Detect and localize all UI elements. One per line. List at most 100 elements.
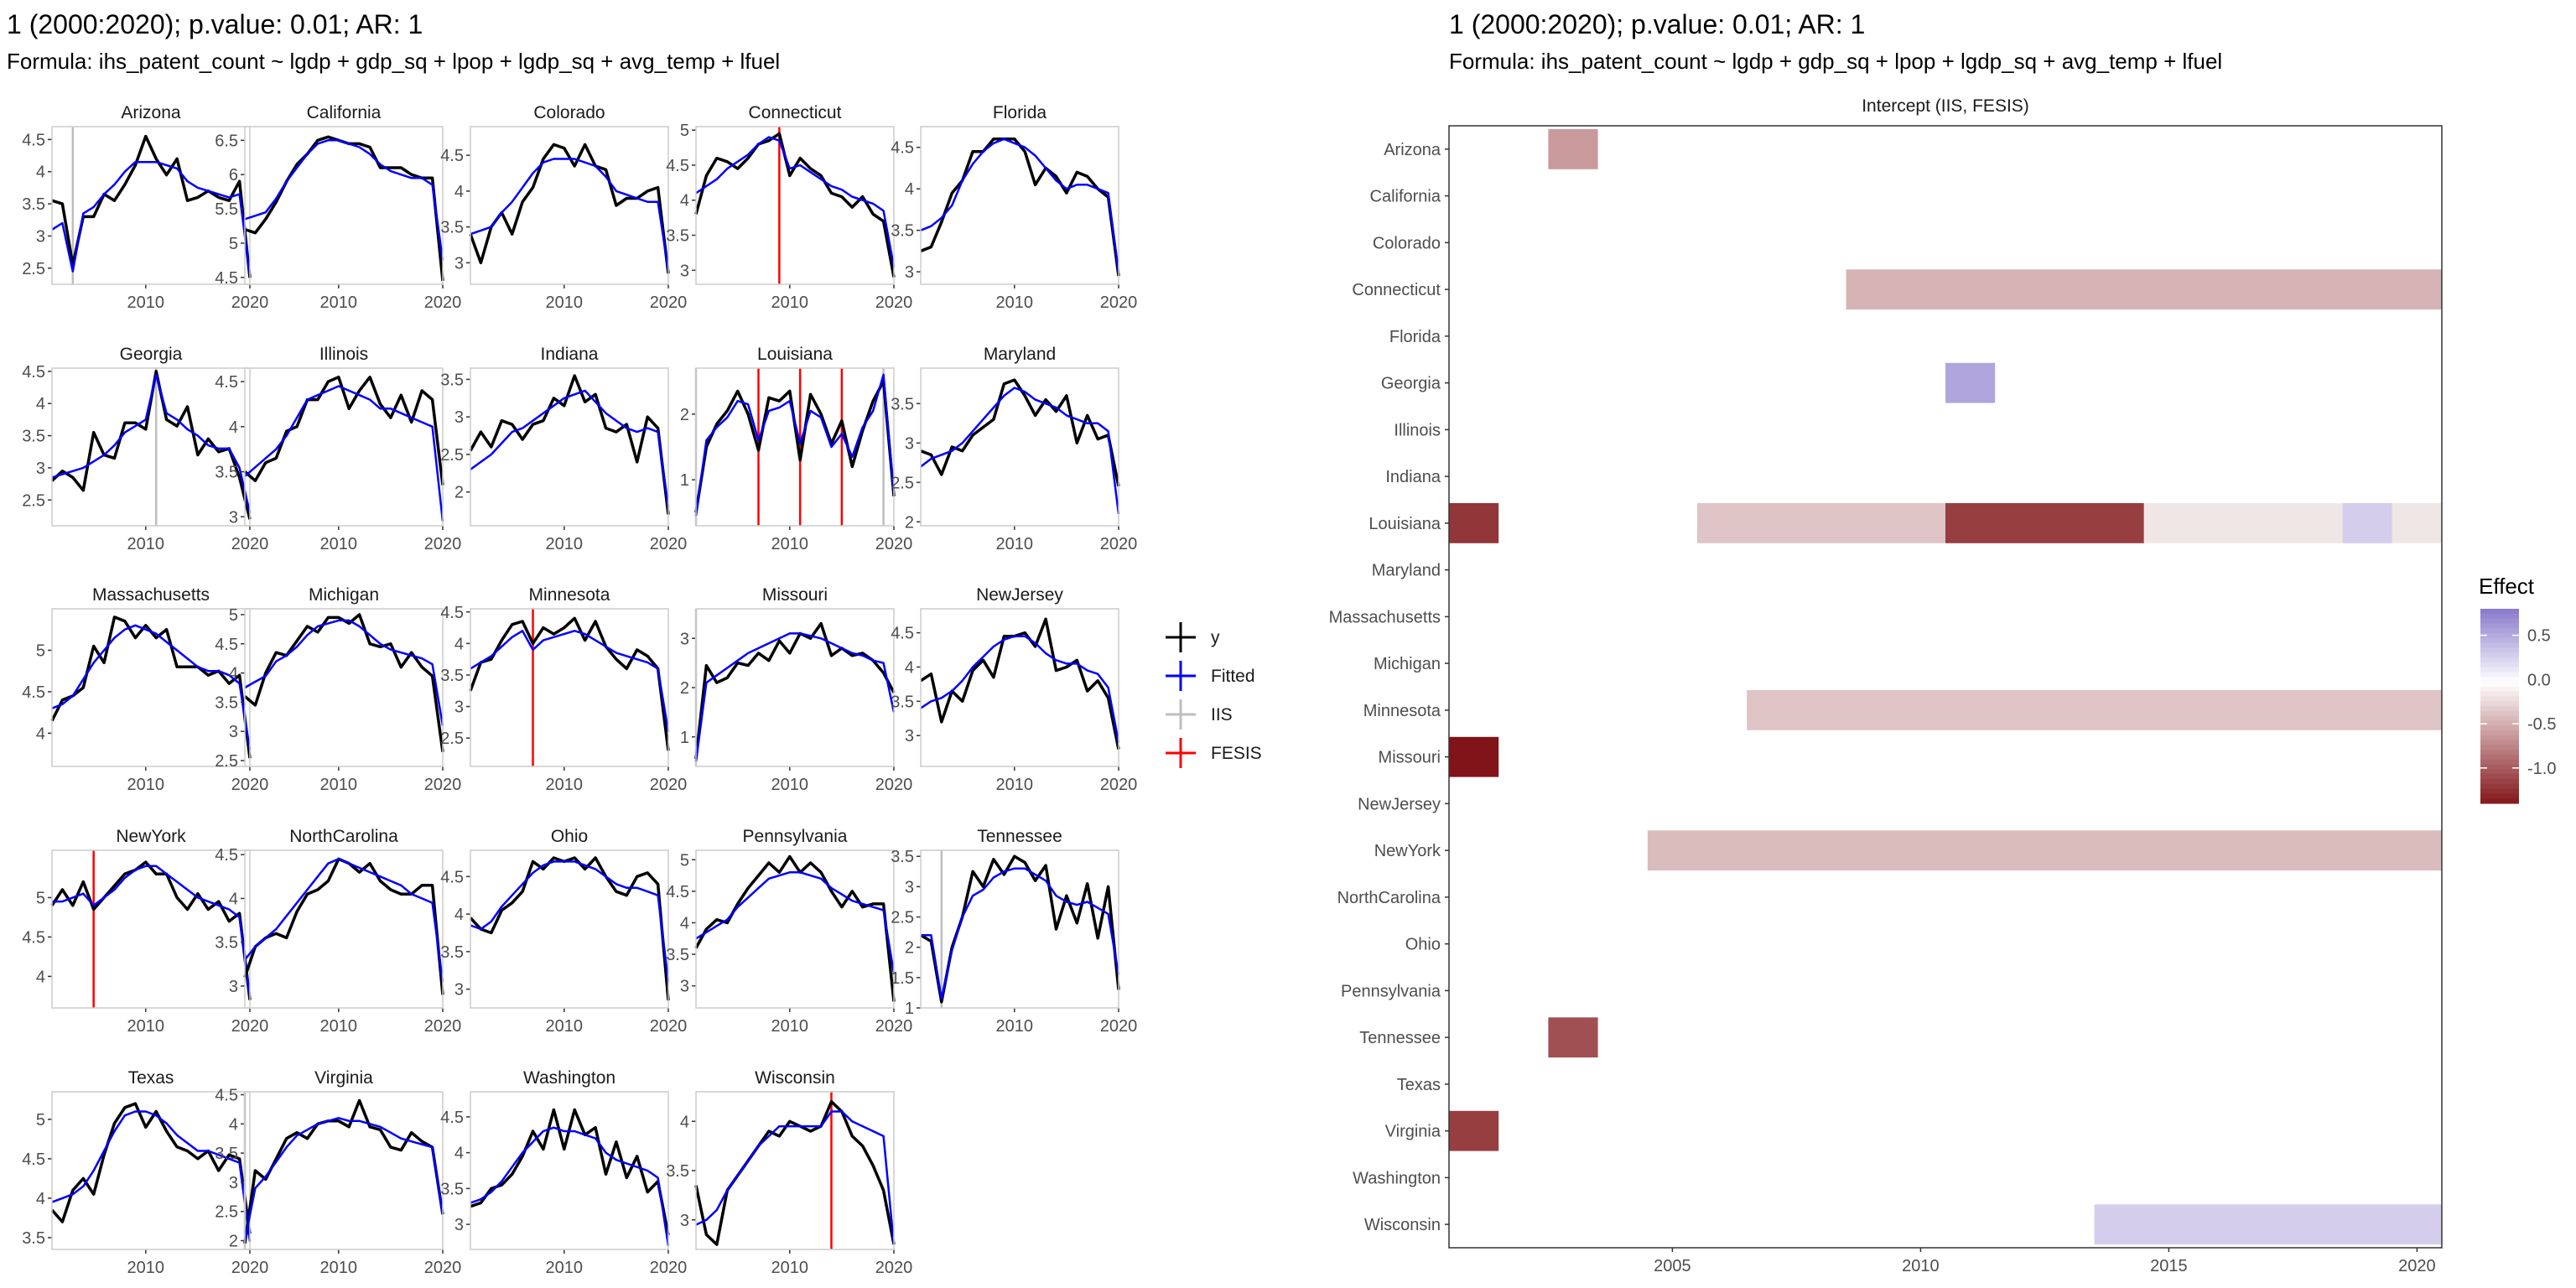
series-y-line (470, 144, 668, 273)
facet-ohio: Ohio33.544.520102020 (440, 827, 687, 1036)
y-tick-label: 1 (680, 471, 689, 490)
x-tick-label: 2010 (771, 776, 809, 794)
state-label: Pennsylvania (1341, 982, 1441, 1000)
y-tick-label: 1.5 (891, 969, 914, 988)
x-tick-label: 2010 (996, 1017, 1034, 1036)
y-tick-label: 4.5 (891, 625, 914, 643)
x-tick-label: 2020 (1100, 293, 1138, 312)
x-tick-label: 2020 (875, 293, 913, 312)
y-tick-label: 3.5 (440, 943, 464, 962)
x-tick-label: 2010 (320, 776, 358, 794)
legend-label: FESIS (1211, 744, 1262, 763)
x-tick-label: 2010 (546, 1259, 584, 1277)
heat-cell-louisiana (1945, 503, 2144, 543)
heat-cell-louisiana (2392, 503, 2442, 543)
panel-border (921, 368, 1119, 526)
x-tick-label: 2010 (320, 535, 358, 553)
y-tick-label: 2.5 (440, 730, 464, 748)
x-tick-label: 2020 (424, 293, 462, 312)
x-tick-label: 2020 (424, 1259, 462, 1277)
facet-virginia: Virginia22.533.544.520102020 (215, 1068, 461, 1277)
y-tick-label: 3 (229, 1174, 238, 1192)
state-label: Wisconsin (1364, 1216, 1441, 1234)
series-fitted-line (52, 1112, 250, 1242)
panel-border (470, 1092, 668, 1249)
y-tick-label: 2 (229, 1233, 238, 1251)
y-tick-label: 3 (905, 727, 914, 745)
facet-grid: Arizona2.533.544.520102020California4.55… (22, 103, 1137, 1277)
series-y-line (470, 858, 668, 1000)
colorbar-step (2480, 755, 2519, 760)
facet-title: Illinois (319, 345, 368, 364)
heat-cell-arizona (1548, 129, 1597, 169)
panel-border (245, 1092, 443, 1249)
facet-title: Virginia (314, 1068, 373, 1088)
y-tick-label: 3 (454, 981, 464, 1000)
y-tick-label: 2 (905, 939, 914, 958)
facet-title: NorthCarolina (289, 827, 398, 846)
x-tick-label: 2020 (231, 776, 269, 794)
x-tick-label: 2010 (320, 1017, 358, 1036)
facet-title: Florida (993, 103, 1047, 122)
series-y-line (245, 615, 443, 752)
y-tick-label: 5 (680, 122, 689, 140)
y-tick-label: 2.5 (891, 909, 914, 927)
heatmap: Intercept (IIS, FESIS)ArizonaCaliforniaC… (1329, 96, 2442, 1275)
y-tick-label: 4 (454, 1145, 464, 1163)
heat-cell-louisiana (1697, 503, 1945, 543)
series-y-line (245, 377, 443, 486)
facet-washington: Washington33.544.520102020 (440, 1068, 687, 1277)
x-tick-label: 2010 (771, 1259, 809, 1277)
y-tick-label: 4.5 (440, 147, 464, 165)
y-tick-label: 3.5 (891, 848, 914, 866)
effect-colorbar: Effect0.50.0-0.5-1.0 (2479, 574, 2556, 804)
facet-title: Wisconsin (755, 1068, 835, 1088)
facet-tennessee: Tennessee11.522.533.520102020 (891, 827, 1137, 1036)
x-tick-label: 2010 (127, 535, 165, 553)
y-tick-label: 4.5 (22, 363, 45, 382)
y-tick-label: 3.5 (215, 934, 238, 953)
facet-maryland: Maryland22.533.520102020 (891, 345, 1137, 553)
legend-item-fesis: FESIS (1166, 738, 1262, 768)
heat-cell-louisiana (1449, 503, 1498, 543)
y-tick-label: 4.5 (215, 1086, 238, 1104)
y-tick-label: 4.5 (215, 269, 238, 288)
facet-florida: Florida33.544.520102020 (891, 103, 1137, 312)
y-tick-label: 3 (229, 508, 238, 527)
facet-title: Maryland (984, 345, 1056, 364)
y-tick-label: 4.5 (666, 157, 689, 175)
series-y-line (921, 380, 1119, 486)
x-tick-label: 2020 (650, 293, 688, 312)
state-label: Florida (1389, 328, 1441, 346)
x-tick-label: 2020 (424, 1017, 462, 1036)
y-tick-label: 4 (36, 724, 45, 743)
y-tick-label: 2 (680, 679, 689, 698)
colorbar-step (2480, 623, 2519, 628)
y-tick-label: 3.5 (891, 222, 914, 241)
y-tick-label: 4 (454, 906, 464, 924)
y-tick-label: 5 (229, 606, 238, 625)
state-label: Tennessee (1359, 1029, 1441, 1047)
state-label: Michigan (1374, 655, 1441, 673)
x-tick-label: 2010 (771, 293, 809, 312)
heat-cell-missouri (1449, 737, 1498, 777)
series-fitted-line (696, 375, 894, 517)
facet-northcarolina: NorthCarolina33.544.520102020 (215, 827, 461, 1036)
colorbar-step (2480, 740, 2519, 745)
colorbar-step (2480, 798, 2519, 803)
y-tick-label: 3 (905, 263, 914, 282)
colorbar-step (2480, 628, 2519, 633)
state-label: Virginia (1385, 1123, 1441, 1141)
y-tick-label: 3.5 (215, 464, 238, 482)
facet-title: California (307, 103, 382, 122)
x-tick-label: 2005 (1654, 1257, 1691, 1275)
right-title: 1 (2000:2020); p.value: 0.01; AR: 1 (1449, 9, 1865, 39)
y-tick-label: 3 (680, 630, 689, 648)
y-tick-label: 3 (36, 460, 45, 478)
facet-colorado: Colorado33.544.520102020 (440, 103, 687, 312)
x-tick-label: 2020 (424, 535, 462, 553)
panel-border (470, 850, 668, 1008)
facet-title: Washington (523, 1068, 615, 1088)
legend-item-fitted: Fitted (1166, 661, 1255, 691)
y-tick-label: 2.5 (22, 260, 45, 278)
